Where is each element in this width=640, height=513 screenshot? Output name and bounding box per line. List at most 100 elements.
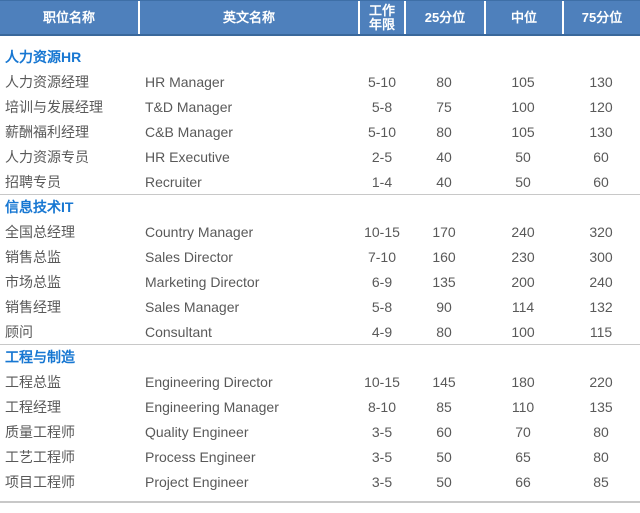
job-title-en: Quality Engineer <box>145 423 249 440</box>
table-bottom-divider <box>0 501 640 503</box>
table-row: 全国总经理 Country Manager 10-15 170 240 320 <box>0 219 640 244</box>
work-years: 10-15 <box>364 373 400 390</box>
job-title-cn: 工程总监 <box>5 373 61 390</box>
work-years: 1-4 <box>371 173 393 190</box>
percentile-75: 130 <box>589 123 613 140</box>
percentile-25: 170 <box>432 223 456 240</box>
percentile-25: 40 <box>436 173 452 190</box>
median: 240 <box>511 223 535 240</box>
median: 180 <box>511 373 535 390</box>
median: 66 <box>515 473 531 490</box>
table-row: 人力资源经理 HR Manager 5-10 80 105 130 <box>0 69 640 94</box>
work-years: 8-10 <box>367 398 397 415</box>
header-work-years: 工作年限 <box>360 1 404 34</box>
job-title-cn: 薪酬福利经理 <box>5 123 89 140</box>
work-years: 5-8 <box>371 98 393 115</box>
percentile-75: 130 <box>589 73 613 90</box>
job-title-cn: 项目工程师 <box>5 473 75 490</box>
percentile-25: 160 <box>432 248 456 265</box>
median: 100 <box>511 98 535 115</box>
job-title-cn: 工艺工程师 <box>5 448 75 465</box>
percentile-75: 240 <box>589 273 613 290</box>
header-job-title-en: 英文名称 <box>140 1 358 34</box>
table-row: 培训与发展经理 T&D Manager 5-8 75 100 120 <box>0 94 640 119</box>
percentile-25: 50 <box>436 473 452 490</box>
percentile-75: 60 <box>593 173 609 190</box>
job-title-en: Marketing Director <box>145 273 260 290</box>
percentile-25: 60 <box>436 423 452 440</box>
section-title-it: 信息技术IT <box>0 194 640 219</box>
work-years: 3-5 <box>371 448 393 465</box>
job-title-en: T&D Manager <box>145 98 233 115</box>
job-title-cn: 工程经理 <box>5 398 61 415</box>
table-row: 项目工程师 Project Engineer 3-5 50 66 85 <box>0 469 640 494</box>
table-row: 顾问 Consultant 4-9 80 100 115 <box>0 319 640 344</box>
header-percentile-75: 75分位 <box>564 1 640 34</box>
median: 105 <box>511 73 535 90</box>
percentile-75: 220 <box>589 373 613 390</box>
section-title-engineering: 工程与制造 <box>0 344 640 369</box>
percentile-75: 85 <box>593 473 609 490</box>
median: 50 <box>515 148 531 165</box>
job-title-en: Country Manager <box>145 223 254 240</box>
median: 200 <box>511 273 535 290</box>
percentile-75: 60 <box>593 148 609 165</box>
job-title-en: Consultant <box>145 323 212 340</box>
job-title-cn: 招聘专员 <box>5 173 61 190</box>
median: 100 <box>511 323 535 340</box>
percentile-75: 115 <box>589 323 613 340</box>
work-years: 7-10 <box>367 248 397 265</box>
table-row: 工艺工程师 Process Engineer 3-5 50 65 80 <box>0 444 640 469</box>
job-title-en: Engineering Manager <box>145 398 279 415</box>
percentile-25: 80 <box>436 123 452 140</box>
percentile-25: 75 <box>436 98 452 115</box>
table-row: 工程经理 Engineering Manager 8-10 85 110 135 <box>0 394 640 419</box>
job-title-en: C&B Manager <box>145 123 233 140</box>
table-row: 销售总监 Sales Director 7-10 160 230 300 <box>0 244 640 269</box>
work-years: 5-10 <box>367 73 397 90</box>
job-title-en: HR Executive <box>145 148 230 165</box>
header-job-title-cn: 职位名称 <box>0 1 138 34</box>
job-title-cn: 销售经理 <box>5 298 61 315</box>
job-title-en: Sales Director <box>145 248 233 265</box>
percentile-25: 80 <box>436 73 452 90</box>
median: 110 <box>511 398 535 415</box>
table-header-row: 职位名称 英文名称 工作年限 25分位 中位 75分位 <box>0 0 640 36</box>
percentile-25: 80 <box>436 323 452 340</box>
job-title-cn: 销售总监 <box>5 248 61 265</box>
percentile-25: 50 <box>436 448 452 465</box>
median: 105 <box>511 123 535 140</box>
section-title-hr: 人力资源HR <box>5 49 82 65</box>
work-years: 3-5 <box>371 473 393 490</box>
job-title-en: Sales Manager <box>145 298 240 315</box>
header-median: 中位 <box>486 1 562 34</box>
job-title-en: Project Engineer <box>145 473 249 490</box>
job-title-cn: 质量工程师 <box>5 423 75 440</box>
table-row: 工程总监 Engineering Director 10-15 145 180 … <box>0 369 640 394</box>
header-percentile-25: 25分位 <box>406 1 484 34</box>
median: 50 <box>515 173 531 190</box>
percentile-75: 320 <box>589 223 613 240</box>
percentile-25: 40 <box>436 148 452 165</box>
percentile-25: 145 <box>432 373 456 390</box>
work-years: 2-5 <box>371 148 393 165</box>
job-title-cn: 市场总监 <box>5 273 61 290</box>
table-row: 招聘专员 Recruiter 1-4 40 50 60 <box>0 169 640 194</box>
job-title-en: Engineering Director <box>145 373 273 390</box>
job-title-cn: 人力资源经理 <box>5 73 89 90</box>
work-years: 3-5 <box>371 423 393 440</box>
percentile-75: 120 <box>589 98 613 115</box>
table-row: 市场总监 Marketing Director 6-9 135 200 240 <box>0 269 640 294</box>
work-years: 10-15 <box>364 223 400 240</box>
job-title-cn: 全国总经理 <box>5 223 75 240</box>
percentile-75: 300 <box>589 248 613 265</box>
table-row: 质量工程师 Quality Engineer 3-5 60 70 80 <box>0 419 640 444</box>
job-title-en: Recruiter <box>145 173 202 190</box>
job-title-en: Process Engineer <box>145 448 256 465</box>
table-row: 人力资源专员 HR Executive 2-5 40 50 60 <box>0 144 640 169</box>
median: 65 <box>515 448 531 465</box>
percentile-75: 132 <box>589 298 613 315</box>
median: 114 <box>511 298 535 315</box>
job-title-cn: 顾问 <box>5 323 33 340</box>
